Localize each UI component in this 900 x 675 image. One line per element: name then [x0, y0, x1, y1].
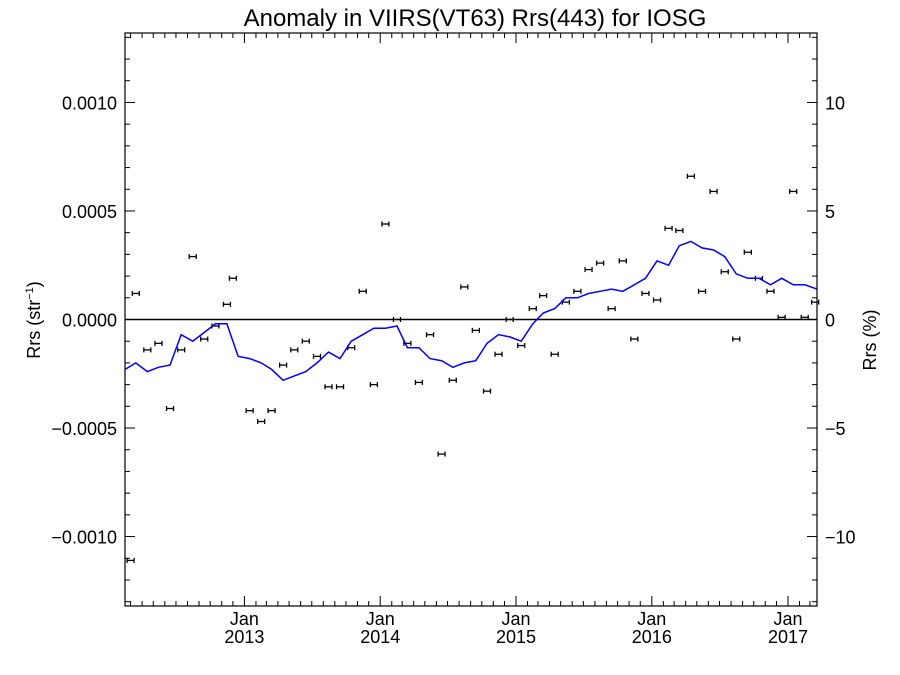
data-point: [222, 301, 232, 307]
chart-title: Anomaly in VIIRS(VT63) Rrs(443) for IOSG: [244, 5, 707, 32]
y-tick-label-right: 5: [825, 202, 835, 222]
trend-line: [124, 240, 818, 382]
data-point: [278, 362, 288, 368]
x-tick-label-year: 2014: [360, 627, 400, 647]
data-point: [652, 297, 662, 303]
data-point: [460, 284, 469, 290]
data-points: [126, 173, 820, 563]
y-tick-label-left: 0.0010: [62, 93, 117, 113]
data-point: [290, 347, 299, 353]
data-point: [777, 314, 786, 320]
data-point: [471, 327, 480, 333]
data-point: [539, 293, 548, 299]
x-tick-label-year: 2013: [224, 627, 264, 647]
x-tick-label-month: Jan: [773, 609, 802, 629]
data-point: [675, 228, 684, 234]
data-point: [743, 249, 752, 255]
data-point: [505, 317, 514, 322]
data-point: [607, 306, 616, 312]
y-tick-label-left: 0.0005: [62, 202, 117, 222]
data-point: [720, 269, 729, 275]
y-axis-label-left: Rrs (str−1): [24, 281, 44, 359]
data-point: [312, 353, 322, 359]
data-point: [573, 288, 582, 294]
data-point: [143, 347, 152, 353]
y-tick-label-right: 10: [825, 93, 845, 113]
data-point: [686, 173, 696, 179]
data-point: [664, 225, 673, 231]
data-point: [425, 332, 435, 338]
data-point: [766, 288, 775, 294]
data-point: [381, 221, 390, 227]
x-tick-label-year: 2015: [496, 627, 536, 647]
data-point: [131, 290, 140, 296]
plot-frame: [124, 32, 818, 607]
data-point: [641, 290, 650, 296]
data-point: [517, 343, 526, 349]
data-point: [697, 288, 707, 294]
data-point: [414, 379, 424, 385]
data-point: [494, 351, 503, 357]
data-point: [709, 188, 718, 194]
data-point: [245, 408, 254, 414]
y-tick-label-right: −5: [825, 419, 846, 439]
x-tick-label-month: Jan: [637, 609, 666, 629]
y-tick-label-left: −0.0005: [51, 419, 117, 439]
data-point: [358, 288, 367, 294]
data-point: [800, 314, 809, 320]
data-point: [257, 419, 266, 425]
y-axis-label-right: Rrs (%): [860, 310, 880, 371]
data-point: [448, 377, 457, 383]
data-point: [369, 382, 379, 388]
data-point: [228, 275, 238, 281]
data-point: [200, 336, 209, 342]
data-point: [335, 384, 345, 390]
data-point: [324, 384, 333, 390]
x-tick-label-year: 2016: [632, 627, 672, 647]
data-point: [437, 451, 446, 457]
y-tick-label-left: 0.0000: [62, 311, 117, 331]
tick-labels: 0.0010 0.0005 0.0000 −0.0005 −0.0010 10 5 0 −5 −1…: [51, 93, 855, 647]
x-tick-label-month: Jan: [502, 609, 531, 629]
y-tick-label-right: −10: [825, 528, 856, 548]
data-point: [482, 388, 492, 394]
axis-ticks: [125, 33, 817, 606]
data-point: [267, 408, 276, 414]
data-point: [177, 347, 186, 353]
data-point: [618, 258, 627, 264]
data-point: [595, 260, 605, 266]
data-point: [392, 317, 402, 322]
data-point: [154, 340, 163, 346]
data-point: [126, 557, 135, 563]
data-point: [165, 405, 175, 411]
y-tick-label-left: −0.0010: [51, 528, 117, 548]
data-point: [528, 306, 537, 312]
y-tick-label-right: 0: [825, 311, 835, 331]
data-point: [301, 338, 310, 344]
data-point: [550, 351, 559, 357]
x-tick-label-month: Jan: [366, 609, 395, 629]
data-point: [584, 267, 593, 273]
data-point: [630, 336, 639, 342]
data-point: [789, 188, 798, 194]
x-tick-label-year: 2017: [768, 627, 808, 647]
data-point: [188, 254, 197, 260]
x-tick-label-month: Jan: [230, 609, 259, 629]
data-point: [732, 336, 741, 342]
